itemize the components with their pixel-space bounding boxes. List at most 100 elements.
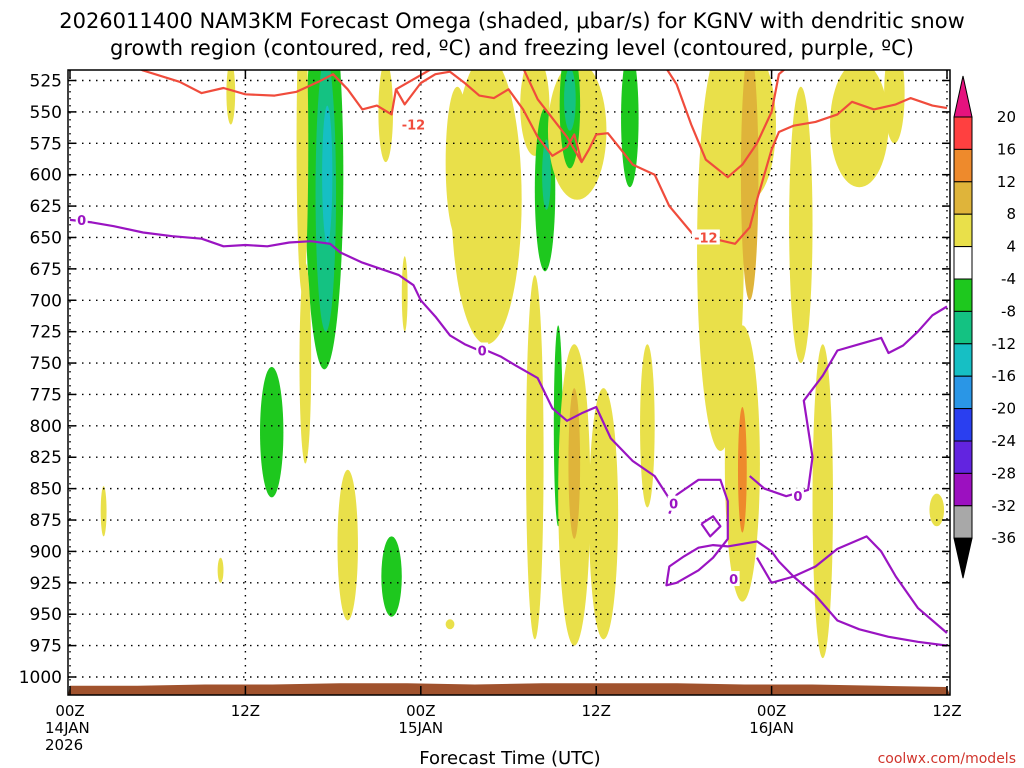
colorbar-label-2: 12 [997, 173, 1016, 191]
colorbar-label-1: 16 [997, 140, 1016, 158]
contour-label-bg-3 [476, 342, 489, 358]
colorbar-bin-0 [953, 116, 973, 150]
ytick-label-18: 975 [30, 637, 62, 657]
omega-cell-38 [445, 619, 455, 630]
colorbar-bin-9 [953, 408, 973, 442]
omega-cell-34 [884, 70, 905, 144]
omega-cell-12 [451, 70, 522, 345]
pressure-axis: 525 550 575 600 625 650 675 700 725 750 775 800 825 8… [19, 72, 950, 688]
colorbar-label-13: -36 [992, 529, 1017, 547]
colorbar-label-3: 8 [1006, 205, 1016, 223]
ytick-label-9: 750 [30, 354, 62, 374]
freezing-contour-1 [665, 478, 948, 647]
xtick-label-2-0: 00Z [406, 702, 435, 720]
title-line-2: growth region (contoured, red, ºC) and f… [110, 36, 914, 60]
ytick-label-17: 950 [30, 605, 62, 625]
terrain-fill [68, 683, 950, 695]
chart-title: 2026011400 NAM3KM Forecast Omega (shaded… [59, 9, 965, 60]
colorbar-label-0: 20 [997, 108, 1016, 126]
ytick-label-10: 775 [30, 385, 62, 405]
contour-label-bg-4 [667, 495, 680, 511]
ytick-label-0: 525 [30, 72, 62, 92]
ytick-label-15: 900 [30, 542, 62, 562]
colorbar-label-6: -8 [1001, 302, 1016, 320]
contour-label-5: 0 [729, 573, 738, 588]
freezing-contour-3 [748, 305, 948, 498]
contour-label-bg-2 [75, 211, 88, 227]
omega-cell-10 [381, 536, 402, 617]
contour-label-1: -12 [694, 231, 718, 246]
omega-cell-15 [542, 139, 551, 210]
plot-frame [67, 69, 951, 696]
colorbar-bin-5 [953, 278, 973, 312]
xtick-label-5-0: 12Z [932, 702, 961, 720]
omega-cell-35 [929, 493, 945, 527]
terrain-layer [68, 683, 950, 695]
colorbar-bin-10 [953, 440, 973, 474]
contour-label-bg-1 [691, 229, 720, 245]
ytick-label-2: 575 [30, 134, 62, 154]
title-line-1: 2026011400 NAM3KM Forecast Omega (shaded… [59, 9, 965, 33]
freezing-contour-0 [69, 218, 671, 500]
ytick-label-11: 800 [30, 417, 62, 437]
colorbar-top-arrow [953, 75, 973, 118]
contour-label-4: 0 [669, 498, 678, 513]
colorbar-bin-11 [953, 472, 973, 507]
colorbar-label-11: -28 [992, 464, 1017, 482]
omega-cell-37 [217, 557, 224, 583]
omega-cell-9 [337, 469, 358, 621]
contour-label-bg-6 [791, 488, 804, 504]
ytick-label-13: 850 [30, 480, 62, 500]
colorbar-label-7: -12 [992, 335, 1017, 353]
contour-label-bg-0 [399, 116, 428, 132]
ytick-label-19: 1000 [19, 668, 62, 688]
ytick-label-8: 725 [30, 323, 62, 343]
omega-shading-layer [100, 70, 945, 659]
contour-label-bg-5 [727, 571, 740, 587]
ytick-label-3: 600 [30, 166, 62, 186]
contour-label-0: -12 [402, 118, 426, 133]
omega-cell-30 [737, 407, 747, 533]
contour-label-2: 0 [77, 214, 86, 229]
ytick-label-12: 825 [30, 448, 62, 468]
omega-cell-8 [401, 256, 408, 332]
omega-cell-7 [378, 70, 394, 163]
omega-cell-20 [526, 275, 544, 640]
ytick-label-16: 925 [30, 574, 62, 594]
dendritic-growth-contours [139, 70, 948, 245]
contour-label-3: 0 [478, 344, 487, 359]
colorbar-bin-8 [953, 375, 973, 410]
dgz-contour-2 [522, 70, 583, 163]
ytick-label-14: 875 [30, 511, 62, 531]
omega-cell-36 [100, 486, 107, 537]
contour-labels: -12 -12 0 0 0 0 0 [75, 116, 804, 588]
xtick-label-0-0: 00Z [55, 702, 84, 720]
xtick-label-2-1: 15JAN [398, 719, 443, 737]
xtick-label-0-1: 14JAN [45, 719, 90, 737]
plot-area: -12 -12 0 0 0 0 0 [68, 70, 950, 695]
omega-cell-5 [299, 262, 312, 464]
xtick-label-3-0: 12Z [582, 702, 611, 720]
dgz-contour-0 [139, 70, 948, 245]
colorbar-bin-4 [953, 246, 973, 280]
credit-text[interactable]: coolwx.com/models [878, 751, 1016, 767]
omega-cell-33 [830, 70, 889, 188]
colorbar-bin-6 [953, 310, 973, 345]
colorbar-bin-7 [953, 343, 973, 377]
omega-cell-28 [740, 70, 759, 301]
omega-cell-6 [260, 366, 284, 498]
colorbar-bin-3 [953, 213, 973, 248]
omega-cell-18 [564, 70, 576, 131]
xtick-label-0-2: 2026 [45, 736, 83, 754]
colorbar-label-9: -20 [992, 400, 1017, 418]
colorbar-label-4: 4 [1006, 238, 1016, 256]
ytick-label-5: 650 [30, 228, 62, 248]
colorbar-label-8: -16 [992, 367, 1017, 385]
xtick-label-4-1: 16JAN [749, 719, 794, 737]
dgz-contour-3 [666, 70, 786, 179]
ytick-label-7: 700 [30, 291, 62, 311]
xtick-label-1-0: 12Z [231, 702, 260, 720]
colorbar-bottom-arrow [953, 537, 973, 579]
